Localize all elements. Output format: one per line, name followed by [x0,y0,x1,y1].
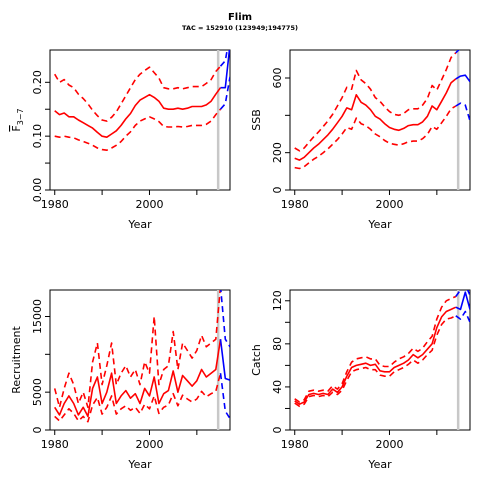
recruitment-xtick-label: 1980 [41,438,69,451]
catch-median-line [294,306,457,406]
recruitment-ylabel: Recruitment [10,326,23,394]
catch-forecast-upper-line [455,290,470,297]
ssb-median-line [294,78,457,161]
figure-subtitle: TAC = 152910 (123949;194775) [182,24,298,32]
ssb-forecast-upper-line [455,50,460,54]
recruitment-panel: 1980 2000 0 5000 15000 Year Recruitment [10,289,231,471]
fbar-forecast-upper-line [219,50,228,67]
ssb-ylabel: SSB [250,109,263,131]
recruitment-forecast-lower-line [219,373,230,420]
recruitment-ytick-label: 0 [31,427,44,434]
fbar-panel: 1980 2000 0.00 0.10 0.20 Year F3−7 [10,49,231,231]
recruitment-lower-line [54,372,222,423]
ssb-forecast-median-line [455,74,470,83]
catch-upper-line [294,295,457,403]
fbar-xlabel: Year [127,218,152,231]
recruitment-ytick-label: 5000 [31,378,44,406]
recruitment-forecast-median-line [219,339,230,381]
fbar-upper-line [54,65,222,122]
fbar-xtick-label: 2000 [135,198,163,211]
fbar-xtick-label: 1980 [41,198,69,211]
figure-title: Flim [228,12,252,23]
fbar-ylabel: F3−7 [10,108,25,131]
ssb-lower-line [294,105,457,170]
recruitment-plot-frame [49,289,231,431]
catch-lower-line [294,315,457,408]
catch-xtick-label: 2000 [375,438,403,451]
recruitment-xlabel: Year [127,458,152,471]
recruitment-xtick-label: 2000 [135,438,163,451]
ssb-xtick-label: 1980 [281,198,309,211]
catch-ytick-label: 40 [271,380,284,394]
fbar-lower-line [54,108,222,151]
fbar-ytick-label: 0.20 [31,70,44,95]
catch-ytick-label: 0 [271,427,284,434]
ssb-forecast-lower-line [455,102,470,122]
catch-forecast-median-line [455,291,470,311]
ssb-plot-frame [289,49,471,191]
ssb-xtick-label: 2000 [375,198,403,211]
catch-forecast-lower-line [455,310,470,323]
ssb-xlabel: Year [367,218,392,231]
fbar-median-line [54,87,222,138]
fbar-plot-frame [49,49,231,191]
fbar-forecast-lower-line [219,76,230,110]
recruitment-median-line [54,339,222,418]
ssb-panel: 1980 2000 0 200 600 Year SSB [250,49,471,231]
catch-ytick-label: 120 [271,290,284,311]
recruitment-ytick-label: 15000 [31,299,44,334]
ssb-ytick-label: 0 [271,187,284,194]
fbar-forecast-median-line [220,50,230,89]
ssb-ytick-label: 600 [271,68,284,89]
catch-ytick-label: 80 [271,337,284,351]
ssb-ytick-label: 200 [271,142,284,163]
fbar-ytick-label: 0.10 [31,124,44,149]
catch-ylabel: Catch [250,344,263,376]
catch-xtick-label: 1980 [281,438,309,451]
fbar-ytick-label: 0.00 [31,178,44,203]
ssb-upper-line [294,52,457,152]
recruitment-upper-line [53,290,221,409]
catch-xlabel: Year [367,458,392,471]
catch-plot-frame [289,289,471,431]
catch-panel: 1980 2000 0 40 80 120 Year Catch [250,289,471,471]
recruitment-forecast-upper-line [220,290,230,348]
